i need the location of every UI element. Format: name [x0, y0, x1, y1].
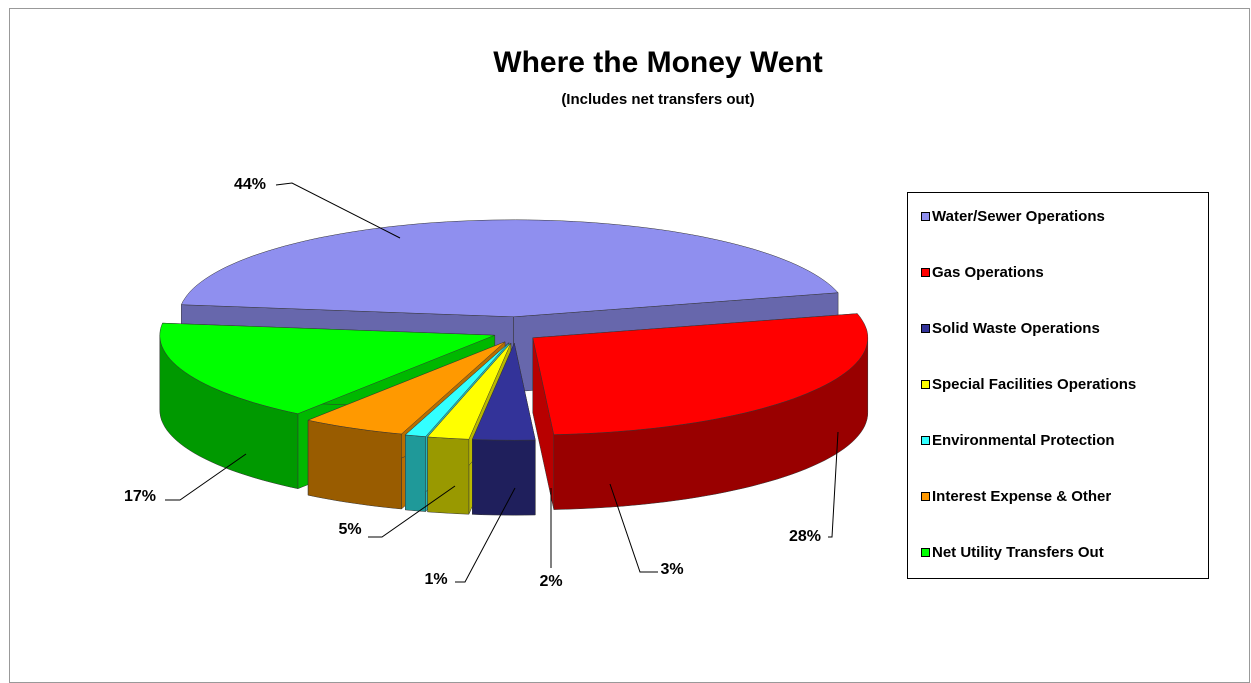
pie	[159, 219, 869, 516]
legend-label: Environmental Protection	[932, 432, 1115, 449]
slice	[404, 342, 510, 437]
legend-swatch	[921, 548, 930, 557]
legend-swatch	[921, 268, 930, 277]
slice	[159, 322, 495, 414]
legend-swatch	[921, 380, 930, 389]
legend-swatch	[921, 492, 930, 501]
slice	[427, 342, 512, 440]
legend-box	[907, 192, 1209, 579]
legend-label: Gas Operations	[932, 264, 1044, 281]
legend-label: Interest Expense & Other	[932, 488, 1111, 505]
legend-swatch	[921, 324, 930, 333]
data-label: 44%	[234, 176, 266, 193]
leader-line	[609, 483, 658, 573]
data-label: 1%	[424, 571, 447, 588]
slice-wall	[427, 436, 470, 515]
data-label: 3%	[660, 561, 683, 578]
legend-swatch	[921, 212, 930, 221]
leader-line	[275, 182, 401, 239]
legend-label: Solid Waste Operations	[932, 320, 1100, 337]
leader-line	[368, 485, 456, 538]
slice	[471, 342, 536, 441]
data-label: 17%	[124, 488, 156, 505]
data-label: 28%	[789, 528, 821, 545]
legend-label: Water/Sewer Operations	[932, 208, 1105, 225]
chart-title: Where the Money Went	[493, 46, 822, 79]
legend-swatch	[921, 436, 930, 445]
leader-line	[828, 431, 839, 538]
slice-wall	[472, 439, 536, 516]
leader-line	[165, 453, 247, 501]
slice	[180, 219, 839, 318]
slice	[532, 313, 869, 435]
data-label: 5%	[338, 521, 361, 538]
slice-wall	[307, 419, 402, 510]
leader-line	[455, 487, 516, 583]
slice-wall	[405, 434, 426, 512]
slice	[307, 341, 506, 435]
chart-subtitle: (Includes net transfers out)	[561, 91, 754, 108]
legend-label: Net Utility Transfers Out	[932, 544, 1104, 561]
data-label: 2%	[539, 573, 562, 590]
legend-label: Special Facilities Operations	[932, 376, 1136, 393]
